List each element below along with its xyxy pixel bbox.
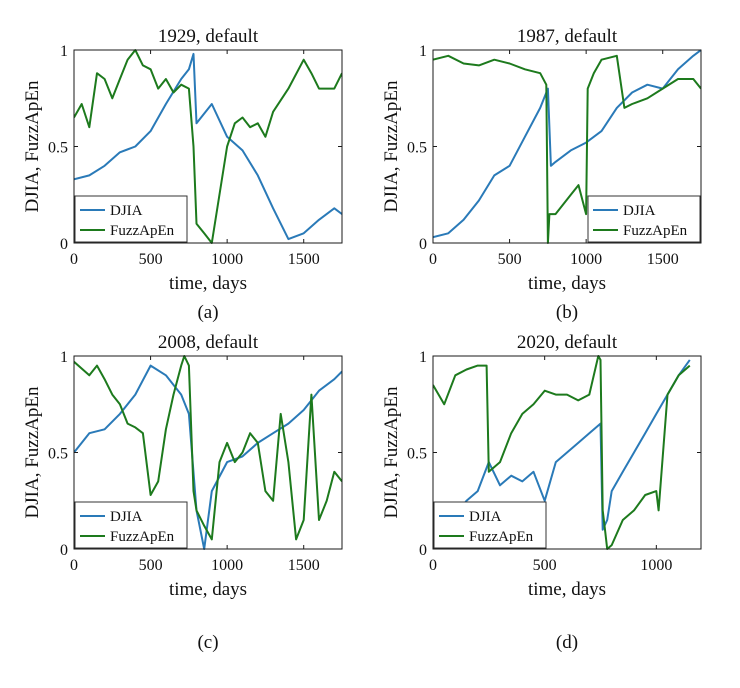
x-axis-label: time, days	[169, 579, 247, 600]
series-line-fuzzapen	[433, 54, 701, 244]
y-tick-label: 1	[60, 43, 68, 60]
legend: DJIA FuzzApEn	[74, 195, 188, 243]
x-tick-label: 1500	[647, 251, 679, 268]
legend-box	[74, 195, 188, 243]
y-axis-label: DJIA, FuzzApEn	[22, 386, 43, 518]
y-tick-label: 1	[60, 349, 68, 366]
x-tick-label: 0	[70, 251, 78, 268]
legend-label-fuzzapen: FuzzApEn	[110, 223, 175, 239]
y-axis-label: DJIA, FuzzApEn	[22, 80, 43, 212]
series-line-djia	[74, 52, 342, 241]
x-tick-label: 1000	[570, 251, 602, 268]
series-group	[74, 49, 342, 244]
legend-label-fuzzapen: FuzzApEn	[469, 529, 534, 545]
series-line-fuzzapen	[74, 355, 342, 541]
legend: DJIA FuzzApEn	[433, 501, 547, 549]
chart-panel-1: 0 500 1000 1500 0 0.5 1 1929, default time, days…	[22, 26, 343, 323]
x-tick-label: 500	[533, 557, 557, 574]
y-axis-label: DJIA, FuzzApEn	[381, 386, 402, 518]
panel-label: (b)	[556, 302, 578, 323]
y-tick-label: 0	[60, 542, 68, 559]
series-group	[433, 355, 691, 550]
chart-title: 1929, default	[158, 26, 259, 47]
series-line-fuzzapen	[74, 49, 342, 244]
x-tick-label: 0	[429, 251, 437, 268]
chart-title: 2008, default	[158, 332, 259, 353]
chart-title: 2020, default	[517, 332, 618, 353]
y-tick-label: 1	[419, 349, 427, 366]
panel-label: (d)	[556, 632, 578, 653]
y-tick-label: 1	[419, 43, 427, 60]
x-tick-label: 0	[70, 557, 78, 574]
x-tick-label: 500	[139, 251, 163, 268]
chart-panel-2: 0 500 1000 1500 0 0.5 1 1987, default time, days…	[381, 26, 702, 323]
legend-label-djia: DJIA	[110, 509, 143, 525]
panel-label: (c)	[197, 632, 218, 653]
x-axis-label: time, days	[169, 273, 247, 294]
x-tick-label: 1000	[211, 557, 243, 574]
chart-panel-4: 0 500 1000 0 0.5 1 2020, default time, days DJIA…	[381, 332, 702, 653]
x-tick-label: 1000	[211, 251, 243, 268]
y-tick-label: 0	[60, 236, 68, 253]
legend-label-fuzzapen: FuzzApEn	[110, 529, 175, 545]
series-line-djia	[433, 49, 701, 239]
y-tick-label: 0	[419, 542, 427, 559]
legend-label-djia: DJIA	[623, 203, 656, 219]
x-tick-label: 0	[429, 557, 437, 574]
chart-title: 1987, default	[517, 26, 618, 47]
legend-label-djia: DJIA	[110, 203, 143, 219]
legend: DJIA FuzzApEn	[74, 501, 188, 549]
series-group	[433, 49, 701, 244]
legend-box	[74, 501, 188, 549]
legend-label-fuzzapen: FuzzApEn	[623, 223, 688, 239]
legend-box	[587, 195, 701, 243]
y-tick-label: 0.5	[407, 446, 427, 463]
x-tick-label: 1500	[288, 557, 320, 574]
x-tick-label: 500	[139, 557, 163, 574]
legend-label-djia: DJIA	[469, 509, 502, 525]
series-line-fuzzapen	[433, 355, 691, 550]
y-tick-label: 0.5	[407, 140, 427, 157]
panel-label: (a)	[197, 302, 218, 323]
series-line-djia	[433, 359, 691, 531]
y-axis-label: DJIA, FuzzApEn	[381, 80, 402, 212]
legend: DJIA FuzzApEn	[587, 195, 701, 243]
y-tick-label: 0.5	[48, 446, 68, 463]
y-tick-label: 0	[419, 236, 427, 253]
legend-box	[433, 501, 547, 549]
chart-panel-3: 0 500 1000 1500 0 0.5 1 2008, default time, days…	[22, 332, 343, 653]
x-tick-label: 1000	[640, 557, 672, 574]
x-tick-label: 500	[498, 251, 522, 268]
x-axis-label: time, days	[528, 273, 606, 294]
x-tick-label: 1500	[288, 251, 320, 268]
x-axis-label: time, days	[528, 579, 606, 600]
y-tick-label: 0.5	[48, 140, 68, 157]
